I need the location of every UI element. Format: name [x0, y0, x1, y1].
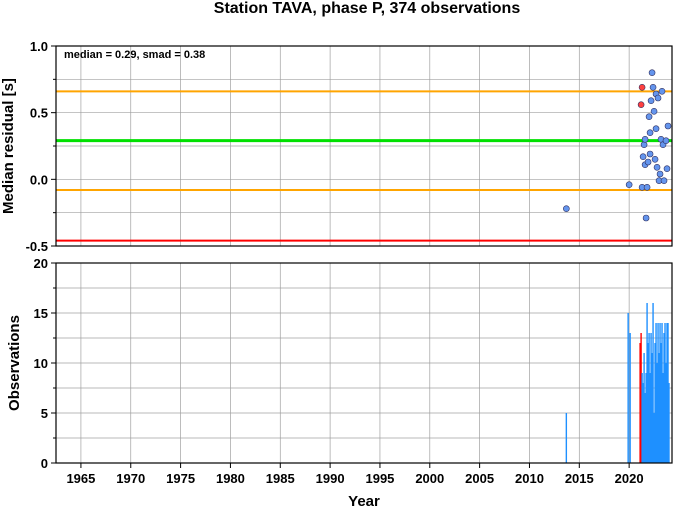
residual-point [646, 129, 654, 136]
residual-point [647, 97, 655, 104]
x-tick-label: 1965 [66, 471, 95, 486]
x-tick-label: 2020 [615, 471, 644, 486]
year-x-ticks: 1965 1970 1975 1980 1985 1990 1995 2000 2005 2010… [66, 463, 644, 486]
chart-title: Station TAVA, phase P, 374 observations [214, 0, 521, 17]
residual-point [625, 181, 633, 188]
observations-grid [56, 262, 672, 464]
residual-point-highlight [638, 84, 646, 91]
x-tick-label: 1970 [116, 471, 145, 486]
residual-point [646, 150, 654, 158]
residual-point [648, 69, 656, 76]
residual-point [650, 108, 658, 115]
residual-point-highlight [637, 101, 645, 108]
residual-point [654, 94, 662, 102]
y-tick-label: 0 [41, 456, 48, 471]
residual-y-axis-label: Median residual [s] [0, 78, 17, 214]
residual-point [642, 214, 650, 222]
residual-point [652, 125, 660, 132]
x-tick-label: 1975 [166, 471, 195, 486]
residual-point [660, 177, 668, 184]
residual-point [641, 136, 649, 143]
x-tick-label: 1990 [316, 471, 345, 486]
x-tick-label: 1995 [365, 471, 394, 486]
residual-point [643, 184, 651, 191]
x-tick-label: 1980 [216, 471, 245, 486]
residual-point [563, 205, 570, 212]
y-tick-label: 0.5 [30, 106, 48, 121]
y-tick-label: 5 [41, 406, 48, 421]
residual-reference-lines [56, 90, 672, 242]
x-tick-label: 2005 [465, 471, 494, 486]
y-tick-label: 0.0 [30, 172, 48, 187]
residual-point [653, 164, 661, 171]
residual-point [658, 88, 666, 95]
residual-points [563, 69, 672, 222]
residual-point [664, 122, 672, 130]
y-tick-label: 10 [34, 356, 48, 371]
median-smad-annotation: median = 0.29, smad = 0.38 [64, 49, 205, 61]
residual-point [656, 170, 664, 178]
y-tick-label: 20 [34, 256, 48, 271]
residual-point [663, 165, 671, 172]
residual-panel: 1.0 0.5 0.0 -0.5 median = 0.29, smad = 0.38… [0, 39, 673, 254]
residual-y-ticks: 1.0 0.5 0.0 -0.5 [26, 39, 56, 254]
x-tick-label: 2015 [565, 471, 594, 486]
residual-point [645, 113, 653, 120]
residual-point [651, 156, 659, 163]
x-tick-label: 1985 [266, 471, 295, 486]
y-tick-label: -0.5 [26, 239, 48, 254]
residual-point [649, 84, 657, 91]
residual-point [662, 137, 670, 144]
observations-y-axis-label: Observations [6, 315, 23, 411]
residual-point [644, 158, 652, 166]
observations-y-ticks: 20 15 10 5 0 [34, 256, 56, 471]
x-tick-label: 2000 [415, 471, 444, 486]
y-tick-label: 1.0 [30, 39, 48, 54]
x-tick-label: 2010 [515, 471, 544, 486]
residual-point [640, 141, 648, 148]
observation-bars [565, 303, 670, 463]
year-x-axis-label: Year [348, 493, 380, 510]
residual-point [639, 153, 647, 160]
y-tick-label: 15 [34, 306, 48, 321]
residual-grid [56, 45, 672, 247]
